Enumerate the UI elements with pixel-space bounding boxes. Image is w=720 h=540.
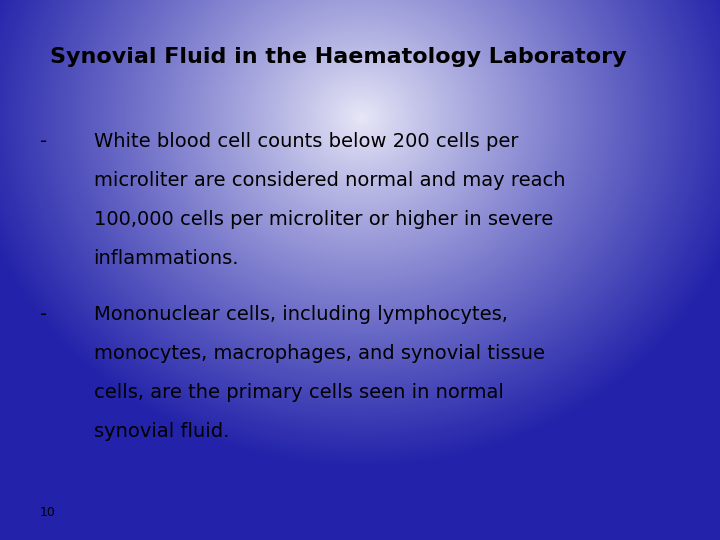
Text: 10: 10 xyxy=(40,507,55,519)
Text: White blood cell counts below 200 cells per: White blood cell counts below 200 cells … xyxy=(94,132,518,151)
Text: -: - xyxy=(40,305,47,324)
Text: synovial fluid.: synovial fluid. xyxy=(94,422,229,441)
Text: -: - xyxy=(40,132,47,151)
Text: cells, are the primary cells seen in normal: cells, are the primary cells seen in nor… xyxy=(94,383,503,402)
Text: 100,000 cells per microliter or higher in severe: 100,000 cells per microliter or higher i… xyxy=(94,210,553,229)
Text: inflammations.: inflammations. xyxy=(94,249,239,268)
Text: Mononuclear cells, including lymphocytes,: Mononuclear cells, including lymphocytes… xyxy=(94,305,508,324)
Text: microliter are considered normal and may reach: microliter are considered normal and may… xyxy=(94,171,565,190)
Text: Synovial Fluid in the Haematology Laboratory: Synovial Fluid in the Haematology Labora… xyxy=(50,46,627,67)
Text: monocytes, macrophages, and synovial tissue: monocytes, macrophages, and synovial tis… xyxy=(94,344,544,363)
